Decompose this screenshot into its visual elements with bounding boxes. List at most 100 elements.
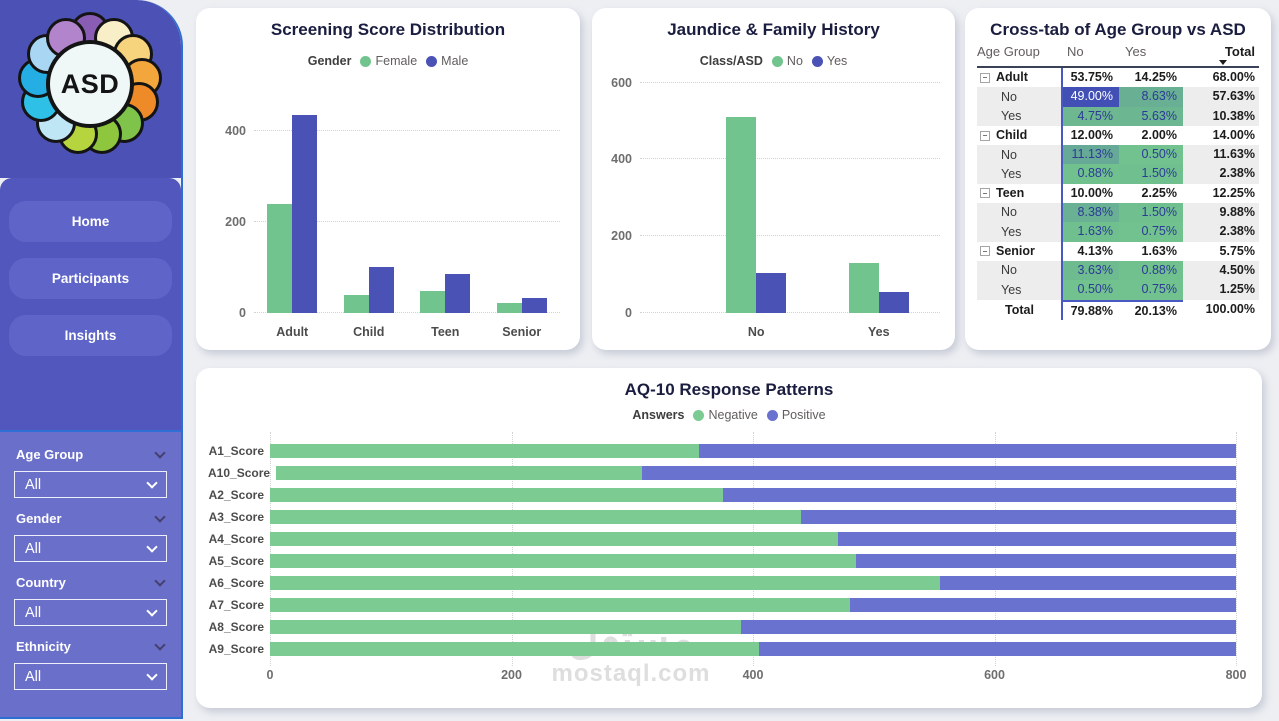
legend-dot — [766, 409, 778, 421]
gridline — [1236, 432, 1237, 666]
bar-groups: Adult Child Teen Senior — [254, 108, 561, 339]
bar-segment-negative[interactable] — [270, 620, 741, 634]
matrix-column-header-age-group[interactable]: Age Group — [977, 44, 1040, 59]
category-group: Child — [331, 108, 408, 339]
nav-button-insights[interactable]: Insights — [9, 315, 172, 356]
legend-item-male[interactable]: Male — [426, 54, 468, 68]
chevron-down-icon — [154, 510, 166, 523]
filter-header[interactable]: Country — [16, 574, 166, 590]
filter-select[interactable]: All — [14, 663, 167, 690]
bar-segment-negative[interactable] — [270, 488, 723, 502]
column-bar-no-yes[interactable] — [848, 263, 879, 313]
bar-segment-positive[interactable] — [801, 510, 1236, 524]
matrix-cell: 0.88% — [1061, 164, 1119, 184]
bar-segment-positive[interactable] — [759, 642, 1236, 656]
bar-segment-positive[interactable] — [837, 532, 1236, 546]
filter-header[interactable]: Ethnicity — [16, 638, 166, 654]
aq10-bar-track — [270, 488, 1236, 502]
aq10-row-a9_score: A9_Score — [208, 638, 1236, 660]
column-bar-male-adult[interactable] — [292, 114, 318, 313]
matrix-row: No 3.63% 0.88% 4.50% — [977, 260, 1259, 281]
column-bar-male-senior[interactable] — [521, 298, 547, 313]
collapse-icon[interactable] — [980, 246, 990, 257]
bar-segment-negative[interactable] — [270, 444, 699, 458]
matrix-total-cell: 100.00% — [1205, 301, 1255, 316]
plot-jaundice: 0 200 400 600 No Yes — [611, 75, 940, 339]
legend-item-negative[interactable]: Negative — [693, 408, 758, 422]
matrix-total-cell: 4.50% — [1183, 260, 1259, 281]
column-bar-yes-yes[interactable] — [878, 291, 909, 313]
column-bar-yes-no[interactable] — [756, 272, 787, 313]
matrix-cell: 0.75% — [1119, 280, 1183, 300]
bar-segment-positive[interactable] — [855, 554, 1236, 568]
gridline — [254, 312, 560, 313]
filter-header[interactable]: Age Group — [16, 446, 166, 462]
filter-age-group: Age Group All — [14, 446, 167, 498]
nav-button-home[interactable]: Home — [9, 201, 172, 242]
chevron-down-icon — [154, 574, 166, 587]
filter-country: Country All — [14, 574, 167, 626]
column-bar-female-senior[interactable] — [496, 302, 522, 313]
filter-panel: Age Group All Gender All Country All Ethnicity… — [0, 430, 181, 717]
aq10-bar-track — [270, 510, 1236, 524]
chevron-down-icon — [146, 540, 158, 553]
matrix-column-header-yes[interactable]: Yes — [1125, 44, 1147, 59]
column-bar-male-teen[interactable] — [445, 274, 471, 313]
column-bar-no-no[interactable] — [726, 117, 757, 313]
category-group: Senior — [484, 108, 561, 339]
bar-segment-negative[interactable] — [276, 466, 643, 480]
bar-segment-negative[interactable] — [270, 598, 850, 612]
filter-label: Age Group — [16, 447, 84, 462]
legend-item-yes[interactable]: Yes — [811, 54, 847, 68]
bar-segment-positive[interactable] — [698, 444, 1236, 458]
column-bar-female-teen[interactable] — [420, 291, 446, 313]
filter-select[interactable]: All — [14, 599, 167, 626]
filter-select[interactable]: All — [14, 535, 167, 562]
bar-segment-positive[interactable] — [849, 598, 1236, 612]
matrix-column-header-no[interactable]: No — [1067, 44, 1084, 59]
bar-segment-positive[interactable] — [642, 466, 1236, 480]
collapse-icon[interactable] — [980, 188, 990, 199]
gridline — [511, 432, 513, 666]
matrix-cell: 0.75% — [1119, 222, 1183, 242]
matrix-column-header-total[interactable]: Total — [1183, 44, 1259, 65]
matrix-row-header: Yes — [977, 106, 1061, 126]
legend-item-positive[interactable]: Positive — [766, 408, 826, 422]
column-bar-female-child[interactable] — [343, 294, 369, 313]
card-jaundice-family: Jaundice & Family History Class/ASD No Ye… — [592, 8, 955, 350]
aq10-row-a6_score: A6_Score — [208, 572, 1236, 594]
chart-title: AQ-10 Response Patterns — [624, 380, 834, 399]
bar-segment-negative[interactable] — [270, 510, 802, 524]
matrix-row-header: Adult — [977, 68, 1061, 87]
collapse-icon[interactable] — [980, 130, 990, 141]
matrix-row-label: No — [1001, 147, 1017, 162]
legend-item-no[interactable]: No — [771, 54, 803, 68]
bar-segment-negative[interactable] — [270, 576, 941, 590]
matrix-row: Yes 4.75% 5.63% 10.38% — [977, 106, 1259, 126]
bar-segment-positive[interactable] — [940, 576, 1236, 590]
legend-label: Positive — [781, 408, 826, 422]
filter-header[interactable]: Gender — [16, 510, 166, 526]
column-bar-female-adult[interactable] — [267, 203, 293, 313]
category-label: No — [747, 325, 765, 339]
bar-segment-positive[interactable] — [740, 620, 1236, 634]
matrix-row-label: No — [1001, 205, 1017, 220]
column-bar-male-child[interactable] — [368, 267, 394, 313]
category-group: No — [695, 75, 818, 339]
collapse-icon[interactable] — [980, 72, 990, 83]
matrix-cell: 5.63% — [1119, 106, 1183, 126]
bar-segment-negative[interactable] — [270, 642, 760, 656]
legend-item-female[interactable]: Female — [360, 54, 417, 68]
bar-segment-positive[interactable] — [722, 488, 1236, 502]
aq10-bar-track — [270, 642, 1236, 656]
legend-dot — [360, 55, 372, 67]
asd-logo-text: ASD — [46, 40, 134, 128]
y-axis-tick-label: 0 — [625, 306, 632, 320]
bar-segment-negative[interactable] — [270, 532, 838, 546]
bar-segment-negative[interactable] — [270, 554, 856, 568]
nav-button-participants[interactable]: Participants — [9, 258, 172, 299]
matrix-cell: 8.63% — [1119, 87, 1183, 107]
filter-select[interactable]: All — [14, 471, 167, 498]
matrix-cell: 11.13% — [1061, 145, 1119, 165]
filter-label: Country — [16, 575, 66, 590]
